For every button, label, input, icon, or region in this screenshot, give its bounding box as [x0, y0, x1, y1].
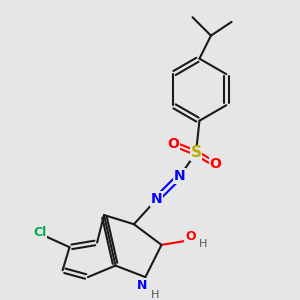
Text: S: S — [190, 146, 202, 160]
Text: O: O — [185, 230, 196, 243]
Text: H: H — [199, 239, 207, 249]
Text: Cl: Cl — [33, 226, 46, 239]
Text: O: O — [167, 137, 179, 151]
Text: N: N — [137, 279, 147, 292]
Text: H: H — [150, 290, 159, 300]
Text: O: O — [210, 158, 221, 171]
Text: N: N — [151, 192, 163, 206]
Text: N: N — [174, 169, 186, 183]
